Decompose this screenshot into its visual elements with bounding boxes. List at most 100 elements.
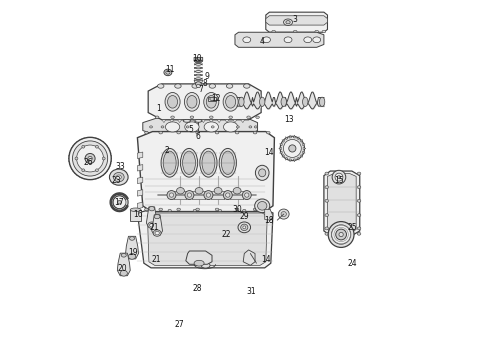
Ellipse shape bbox=[223, 122, 238, 132]
Ellipse shape bbox=[313, 37, 320, 42]
Polygon shape bbox=[130, 210, 141, 221]
Text: 6: 6 bbox=[195, 132, 200, 141]
Ellipse shape bbox=[289, 145, 296, 152]
Ellipse shape bbox=[176, 188, 184, 194]
Ellipse shape bbox=[223, 190, 232, 199]
Ellipse shape bbox=[322, 30, 326, 33]
Ellipse shape bbox=[210, 116, 213, 118]
Ellipse shape bbox=[82, 169, 85, 172]
Ellipse shape bbox=[339, 232, 343, 237]
Polygon shape bbox=[177, 120, 181, 123]
Ellipse shape bbox=[185, 122, 199, 132]
Polygon shape bbox=[125, 236, 139, 259]
Ellipse shape bbox=[128, 253, 136, 259]
Ellipse shape bbox=[226, 84, 233, 88]
Polygon shape bbox=[117, 253, 130, 276]
Ellipse shape bbox=[171, 116, 174, 118]
Polygon shape bbox=[186, 120, 190, 123]
Ellipse shape bbox=[239, 97, 244, 107]
Polygon shape bbox=[293, 159, 295, 162]
Ellipse shape bbox=[85, 153, 95, 163]
Ellipse shape bbox=[284, 19, 293, 26]
Ellipse shape bbox=[196, 208, 199, 211]
Ellipse shape bbox=[253, 208, 257, 211]
Ellipse shape bbox=[259, 169, 266, 177]
Ellipse shape bbox=[165, 93, 180, 111]
Text: 18: 18 bbox=[265, 216, 274, 225]
Polygon shape bbox=[303, 147, 306, 149]
Text: 10: 10 bbox=[192, 54, 201, 63]
Polygon shape bbox=[137, 210, 273, 268]
Ellipse shape bbox=[238, 222, 250, 233]
Text: 13: 13 bbox=[284, 115, 294, 124]
Text: 25: 25 bbox=[347, 223, 357, 232]
Polygon shape bbox=[194, 57, 203, 62]
Text: 21: 21 bbox=[150, 223, 159, 232]
Text: 14: 14 bbox=[261, 255, 270, 264]
Polygon shape bbox=[266, 12, 327, 32]
Ellipse shape bbox=[215, 208, 219, 211]
Polygon shape bbox=[208, 97, 216, 101]
Ellipse shape bbox=[244, 84, 250, 88]
Polygon shape bbox=[217, 120, 221, 123]
Polygon shape bbox=[266, 16, 327, 25]
Ellipse shape bbox=[161, 148, 178, 177]
Ellipse shape bbox=[249, 126, 252, 128]
Polygon shape bbox=[300, 154, 303, 157]
Ellipse shape bbox=[283, 139, 301, 157]
Ellipse shape bbox=[96, 145, 98, 148]
Text: 16: 16 bbox=[133, 210, 143, 219]
Ellipse shape bbox=[187, 193, 192, 197]
Ellipse shape bbox=[304, 37, 312, 42]
Ellipse shape bbox=[149, 207, 155, 211]
Ellipse shape bbox=[272, 30, 275, 33]
Text: 11: 11 bbox=[165, 65, 174, 74]
Polygon shape bbox=[297, 137, 299, 140]
Polygon shape bbox=[229, 192, 245, 200]
Polygon shape bbox=[201, 120, 205, 123]
Ellipse shape bbox=[177, 131, 180, 134]
Ellipse shape bbox=[206, 193, 211, 197]
Ellipse shape bbox=[196, 58, 201, 61]
Ellipse shape bbox=[229, 116, 232, 118]
Ellipse shape bbox=[154, 215, 160, 219]
Ellipse shape bbox=[336, 229, 346, 240]
Polygon shape bbox=[194, 80, 203, 82]
Text: 20: 20 bbox=[118, 265, 127, 274]
Ellipse shape bbox=[236, 126, 239, 128]
Polygon shape bbox=[279, 147, 282, 149]
Ellipse shape bbox=[183, 120, 191, 122]
Text: 26: 26 bbox=[83, 158, 93, 167]
Ellipse shape bbox=[255, 199, 270, 213]
Ellipse shape bbox=[161, 126, 164, 128]
Ellipse shape bbox=[281, 212, 287, 217]
Polygon shape bbox=[293, 135, 295, 138]
Ellipse shape bbox=[325, 199, 329, 202]
Text: 24: 24 bbox=[347, 259, 357, 268]
Polygon shape bbox=[327, 174, 356, 233]
Polygon shape bbox=[282, 154, 285, 157]
Ellipse shape bbox=[69, 137, 111, 180]
Ellipse shape bbox=[177, 208, 180, 211]
Ellipse shape bbox=[267, 208, 270, 211]
Ellipse shape bbox=[256, 116, 259, 118]
Ellipse shape bbox=[146, 210, 149, 212]
Ellipse shape bbox=[260, 97, 265, 107]
Polygon shape bbox=[282, 140, 285, 143]
Ellipse shape bbox=[111, 194, 128, 211]
Text: 9: 9 bbox=[205, 72, 210, 81]
Ellipse shape bbox=[109, 169, 128, 185]
Text: 14: 14 bbox=[265, 148, 274, 157]
Polygon shape bbox=[209, 120, 213, 123]
Ellipse shape bbox=[328, 222, 354, 247]
Ellipse shape bbox=[241, 224, 248, 230]
Ellipse shape bbox=[243, 190, 251, 199]
Polygon shape bbox=[297, 157, 299, 160]
Ellipse shape bbox=[245, 193, 249, 197]
Polygon shape bbox=[137, 177, 143, 184]
Ellipse shape bbox=[331, 225, 351, 244]
Ellipse shape bbox=[130, 208, 141, 212]
Ellipse shape bbox=[206, 95, 216, 108]
Ellipse shape bbox=[153, 230, 161, 236]
Ellipse shape bbox=[243, 226, 245, 229]
